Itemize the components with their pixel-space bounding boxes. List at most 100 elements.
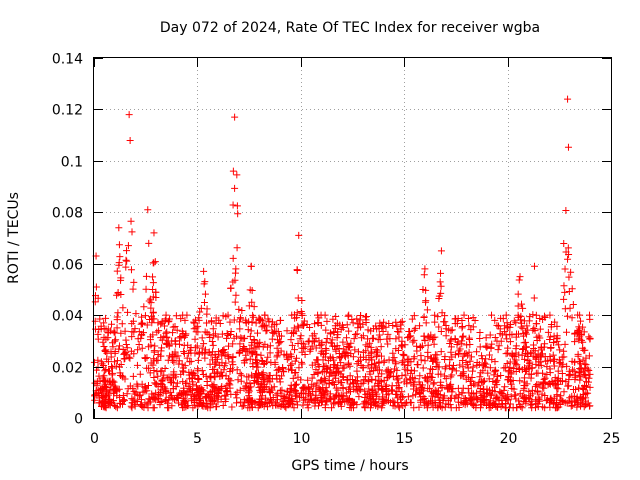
data-point: [427, 397, 434, 405]
data-point: [485, 351, 493, 359]
data-point: [541, 313, 549, 321]
data-point: [209, 356, 217, 364]
data-point: [467, 353, 475, 361]
data-point: [377, 343, 385, 351]
data-point: [435, 363, 443, 371]
data-point: [345, 327, 353, 335]
data-point: [503, 359, 511, 367]
y-tick-label: 0.1: [61, 155, 83, 171]
data-point: [454, 398, 462, 406]
data-point: [574, 326, 582, 334]
data-point: [198, 334, 206, 342]
data-point: [366, 370, 374, 378]
data-point: [469, 390, 477, 398]
data-point: [230, 316, 238, 324]
data-point: [181, 316, 189, 324]
data-point: [556, 401, 564, 409]
data-point: [137, 334, 145, 342]
data-point: [473, 358, 481, 366]
data-point: [560, 295, 568, 303]
data-point: [579, 344, 587, 352]
data-point: [354, 348, 362, 356]
data-point: [451, 351, 459, 359]
data-point: [148, 390, 156, 398]
data-point: [510, 364, 518, 372]
data-point: [117, 291, 125, 299]
data-point: [99, 362, 107, 370]
x-tick-label: 20: [500, 431, 518, 447]
data-point: [326, 330, 334, 338]
data-point: [512, 356, 520, 364]
data-point: [237, 377, 245, 385]
data-point: [294, 294, 302, 302]
data-point: [221, 397, 229, 405]
data-point: [275, 349, 283, 357]
data-point: [141, 312, 149, 320]
data-point: [149, 279, 157, 287]
data-point: [194, 356, 202, 364]
data-point: [535, 397, 543, 405]
chart-title: Day 072 of 2024, Rate Of TEC Index for r…: [160, 20, 540, 36]
data-point: [324, 365, 332, 373]
data-point: [263, 403, 271, 411]
data-point: [135, 341, 143, 349]
data-point: [564, 95, 572, 103]
data-point: [531, 347, 539, 355]
data-point: [343, 334, 351, 342]
data-point: [460, 394, 468, 402]
data-point: [143, 321, 151, 329]
data-point: [401, 341, 409, 349]
data-point: [465, 322, 473, 330]
data-point: [464, 364, 472, 372]
data-point: [501, 364, 509, 372]
data-point: [308, 374, 316, 382]
data-point: [228, 403, 236, 411]
data-point: [248, 403, 256, 411]
data-point: [437, 269, 445, 277]
data-point: [541, 312, 549, 320]
y-tick-label: 0: [74, 412, 83, 428]
data-point: [509, 376, 517, 384]
data-point: [253, 356, 261, 364]
data-point: [427, 331, 435, 339]
data-point: [350, 335, 358, 343]
data-point: [150, 367, 158, 375]
data-point: [122, 336, 130, 344]
data-point: [267, 396, 275, 404]
data-point: [298, 339, 306, 347]
data-point: [211, 384, 219, 392]
data-point: [161, 397, 169, 405]
data-point: [341, 353, 349, 361]
data-point: [293, 266, 301, 274]
data-point: [357, 361, 365, 369]
data-point: [490, 371, 498, 379]
data-point: [513, 361, 521, 369]
y-tick-label: 0.06: [52, 258, 83, 274]
data-point: [292, 327, 300, 335]
data-point: [321, 404, 329, 412]
data-point: [157, 334, 165, 342]
data-point: [343, 376, 351, 384]
data-point: [553, 334, 561, 342]
data-point: [146, 295, 154, 303]
data-point: [307, 390, 315, 398]
data-point: [229, 353, 237, 361]
data-point: [535, 393, 543, 401]
data-point: [248, 298, 256, 306]
data-point: [512, 391, 520, 399]
data-point: [560, 282, 568, 290]
data-point: [514, 290, 522, 298]
data-point: [362, 316, 370, 324]
data-point: [465, 389, 473, 397]
data-point: [486, 364, 494, 372]
data-point: [231, 298, 239, 306]
y-tick-label: 0.04: [52, 309, 83, 325]
data-point: [536, 334, 544, 342]
data-point: [314, 370, 322, 378]
data-point: [434, 370, 442, 378]
data-point: [234, 376, 242, 384]
data-point: [276, 317, 284, 325]
data-point: [383, 387, 391, 395]
data-point: [236, 340, 244, 348]
data-point: [504, 344, 512, 352]
